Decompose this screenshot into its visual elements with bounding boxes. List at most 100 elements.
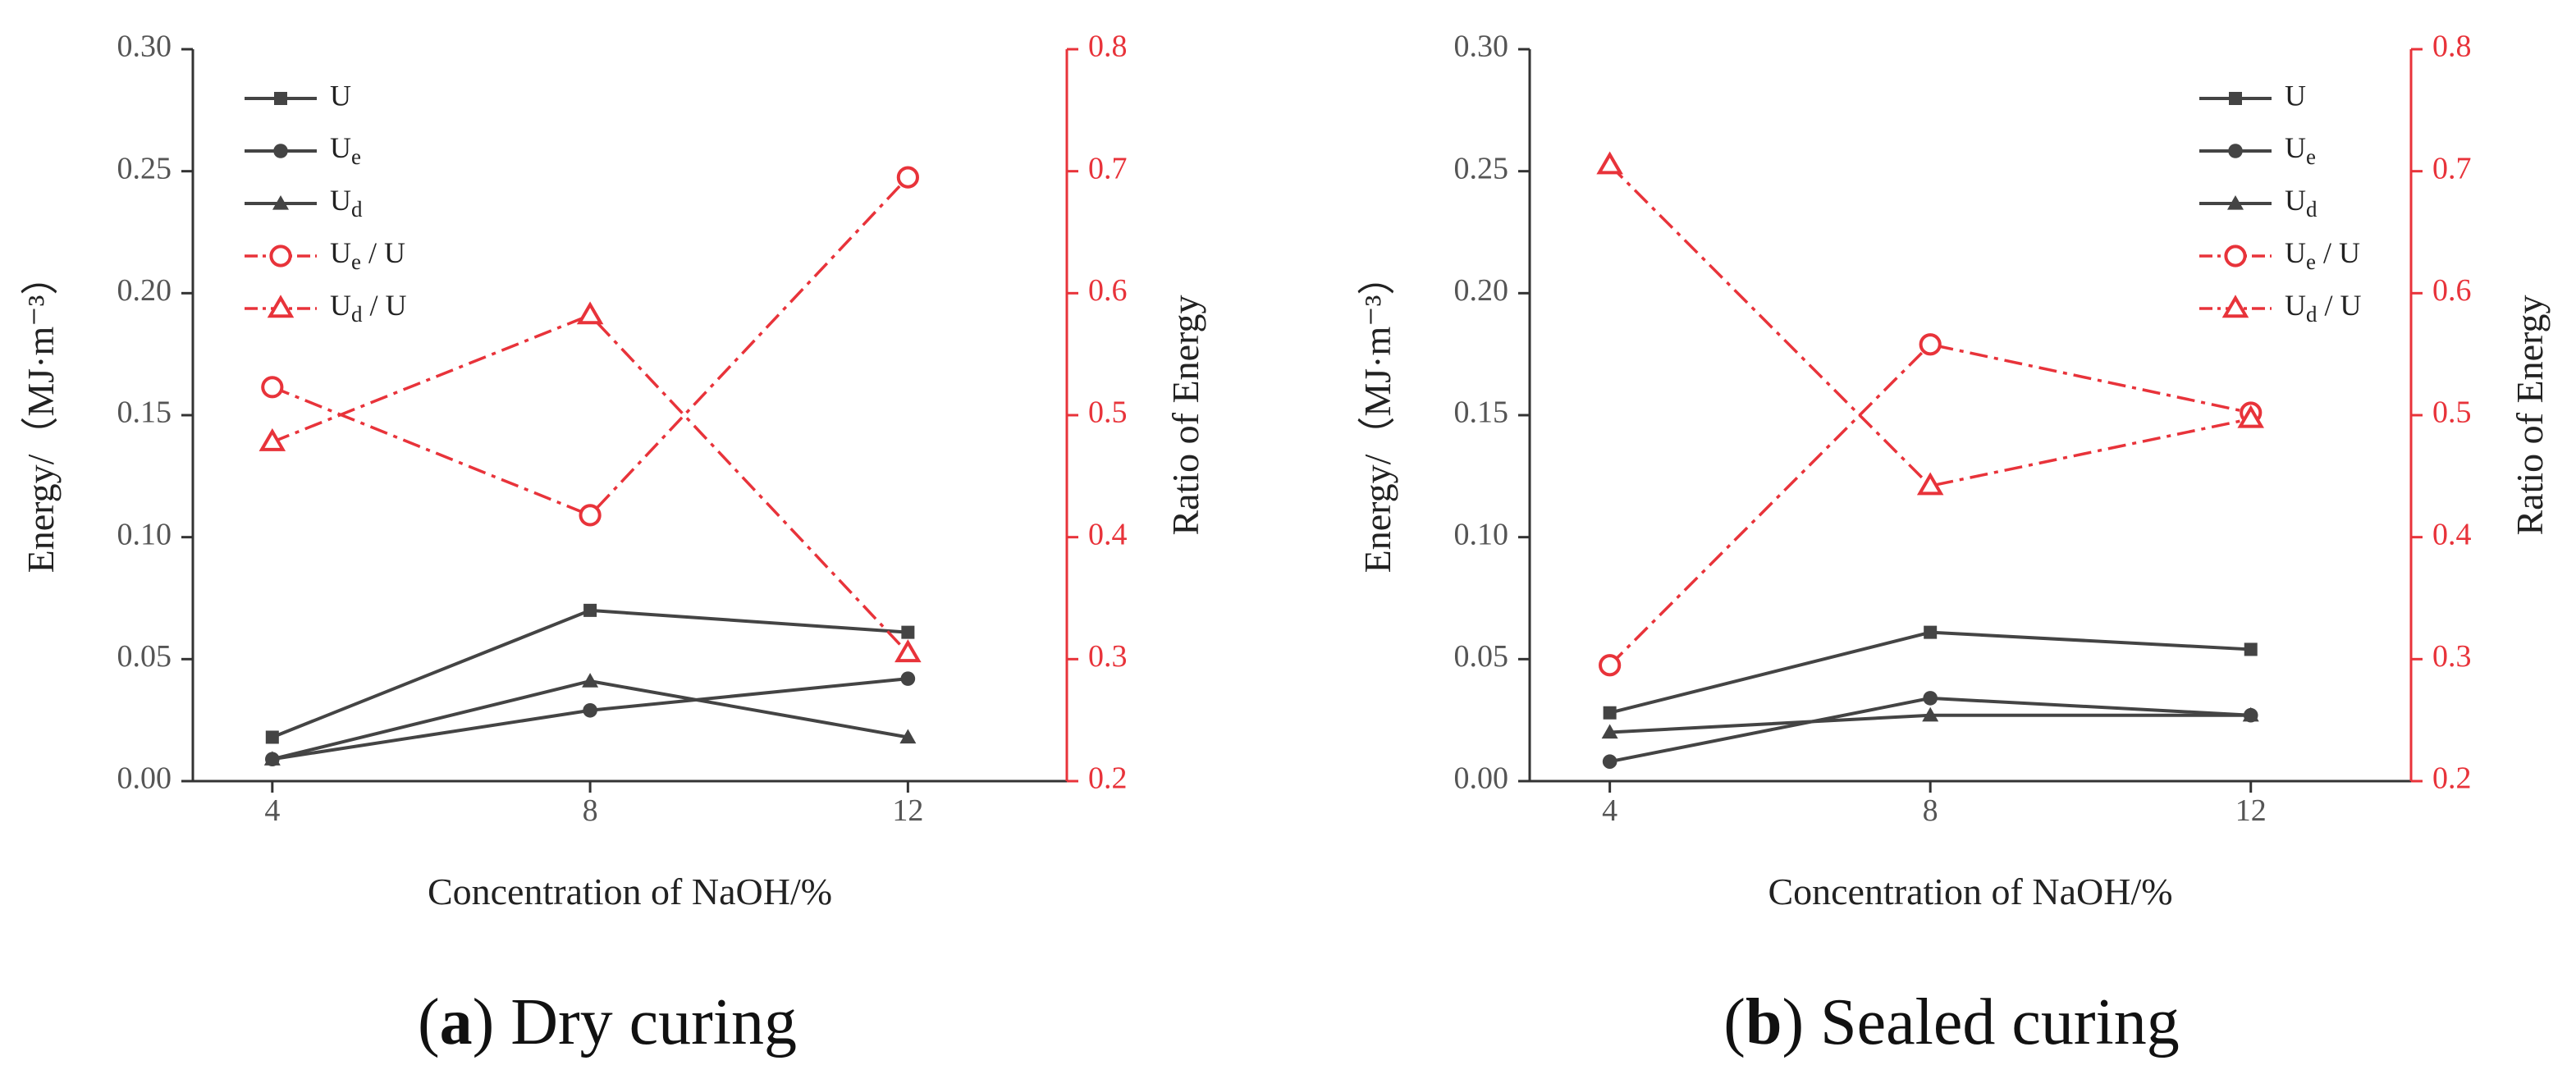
data-point: [896, 166, 919, 189]
data-point: [900, 671, 916, 686]
y2-tick-label: 0.6: [2432, 273, 2472, 308]
data-point: [2242, 706, 2259, 722]
legend-marker: [2229, 92, 2242, 105]
series-line: [272, 679, 908, 761]
data-point: [263, 751, 281, 766]
y-tick-label: 0.20: [1454, 273, 1509, 308]
data-point: [259, 427, 286, 451]
series-line: [1608, 163, 2252, 488]
legend-item: Ue / U: [2199, 236, 2360, 274]
y2-tick-label: 0.5: [1088, 395, 1128, 430]
data-point: [1599, 654, 1622, 677]
legend-label: Ue / U: [330, 236, 405, 274]
legend-label: Ud / U: [2285, 289, 2362, 327]
data-point: [899, 729, 917, 744]
legend-item: Ud / U: [245, 289, 407, 327]
y-tick-label: 0.15: [1454, 395, 1509, 430]
y-tick-label: 0.05: [117, 639, 172, 674]
legend-item: U: [245, 79, 351, 112]
series-line: [272, 313, 909, 655]
data-point: [901, 625, 915, 639]
legend-marker: [272, 195, 289, 210]
y-tick-label: 0.30: [1454, 30, 1509, 64]
data-point: [1596, 151, 1623, 175]
data-point: [1922, 706, 1939, 722]
legend: U Ue Ud Ue / U Ud / U: [2199, 79, 2362, 327]
data-point: [583, 603, 597, 617]
legend: U Ue Ud Ue / U Ud / U: [245, 79, 407, 327]
y2-axis-title: Ratio of Energy: [1164, 295, 1206, 536]
y2-tick-label: 0.8: [2432, 30, 2472, 64]
series-line: [272, 176, 909, 517]
data-point: [1603, 706, 1617, 720]
legend-item: Ud / U: [2199, 289, 2362, 327]
legend-label: Ue: [330, 131, 361, 169]
y2-tick-label: 0.3: [2432, 639, 2472, 674]
legend-marker: [2224, 245, 2247, 267]
legend-item: Ue: [245, 131, 361, 169]
chart-panel-a: 0.00 0.05 0.10 0.15 0.20 0.25 0.30 0.2 0.3 0.4 0.5…: [20, 30, 1206, 1058]
x-tick-label: 8: [583, 793, 598, 828]
data-point: [2237, 405, 2265, 428]
series-ud: [263, 673, 917, 766]
y2-tick-label: 0.8: [1088, 30, 1128, 64]
x-axis-title: Concentration of NaOH/%: [1768, 871, 2172, 912]
data-point: [265, 730, 279, 744]
series-u: [1603, 625, 2258, 720]
x-axis-title: Concentration of NaOH/%: [428, 871, 832, 912]
y-tick-label: 0.00: [117, 761, 172, 796]
data-point: [582, 673, 599, 688]
legend-label: U: [2285, 79, 2306, 112]
y-tick-label: 0.25: [1454, 151, 1509, 185]
x-tick-label: 12: [2235, 793, 2267, 828]
legend-marker: [2228, 144, 2243, 158]
y-tick-label: 0.15: [117, 395, 172, 430]
y2-tick-label: 0.2: [2432, 761, 2472, 796]
data-point: [1602, 754, 1617, 770]
data-point: [1919, 333, 1942, 356]
y-tick-label: 0.10: [1454, 517, 1509, 551]
legend-label: Ud: [2285, 184, 2317, 222]
legend-label: Ue / U: [2285, 236, 2360, 274]
series-ud: [1601, 706, 2259, 739]
legend-item: Ue: [2199, 131, 2316, 169]
legend-label: Ue: [2285, 131, 2316, 169]
y2-tick-label: 0.4: [1088, 517, 1128, 551]
y2-tick-label: 0.5: [2432, 395, 2472, 430]
series-u: [265, 603, 915, 744]
series-line: [1608, 342, 2252, 667]
y2-tick-label: 0.2: [1088, 761, 1128, 796]
y2-tick-label: 0.3: [1088, 639, 1128, 674]
legend-marker: [2221, 295, 2249, 318]
series-udu: [259, 301, 922, 663]
legend-marker: [2227, 195, 2244, 210]
data-point: [1601, 724, 1618, 739]
legend-item: U: [2199, 79, 2306, 112]
legend-label: Ud: [330, 184, 363, 222]
data-point: [579, 504, 602, 527]
panel-caption: (b) Sealed curing: [1723, 986, 2179, 1058]
y-tick-label: 0.00: [1454, 761, 1509, 796]
data-point: [1916, 472, 1944, 496]
y-tick-label: 0.25: [117, 151, 172, 185]
legend-marker: [274, 92, 287, 105]
y2-axis-title: Ratio of Energy: [2509, 295, 2551, 536]
legend-marker: [269, 245, 292, 267]
data-point: [2244, 642, 2258, 656]
legend-marker: [273, 144, 288, 158]
legend-item: Ud: [245, 184, 363, 222]
y2-tick-label: 0.4: [2432, 517, 2472, 551]
x-tick-label: 4: [1602, 793, 1617, 828]
legend-item: Ue / U: [245, 236, 405, 274]
y-axis-title: Energy/（MJ·m⁻³）: [20, 258, 62, 574]
y2-tick-label: 0.7: [2432, 151, 2472, 185]
y-tick-label: 0.20: [117, 273, 172, 308]
y2-tick-label: 0.6: [1088, 273, 1128, 308]
data-point: [1924, 625, 1938, 639]
panel-caption: (a) Dry curing: [418, 986, 797, 1058]
data-point: [576, 301, 604, 325]
y-tick-label: 0.30: [117, 30, 172, 64]
y-tick-label: 0.10: [117, 517, 172, 551]
series-ueu: [261, 166, 919, 527]
